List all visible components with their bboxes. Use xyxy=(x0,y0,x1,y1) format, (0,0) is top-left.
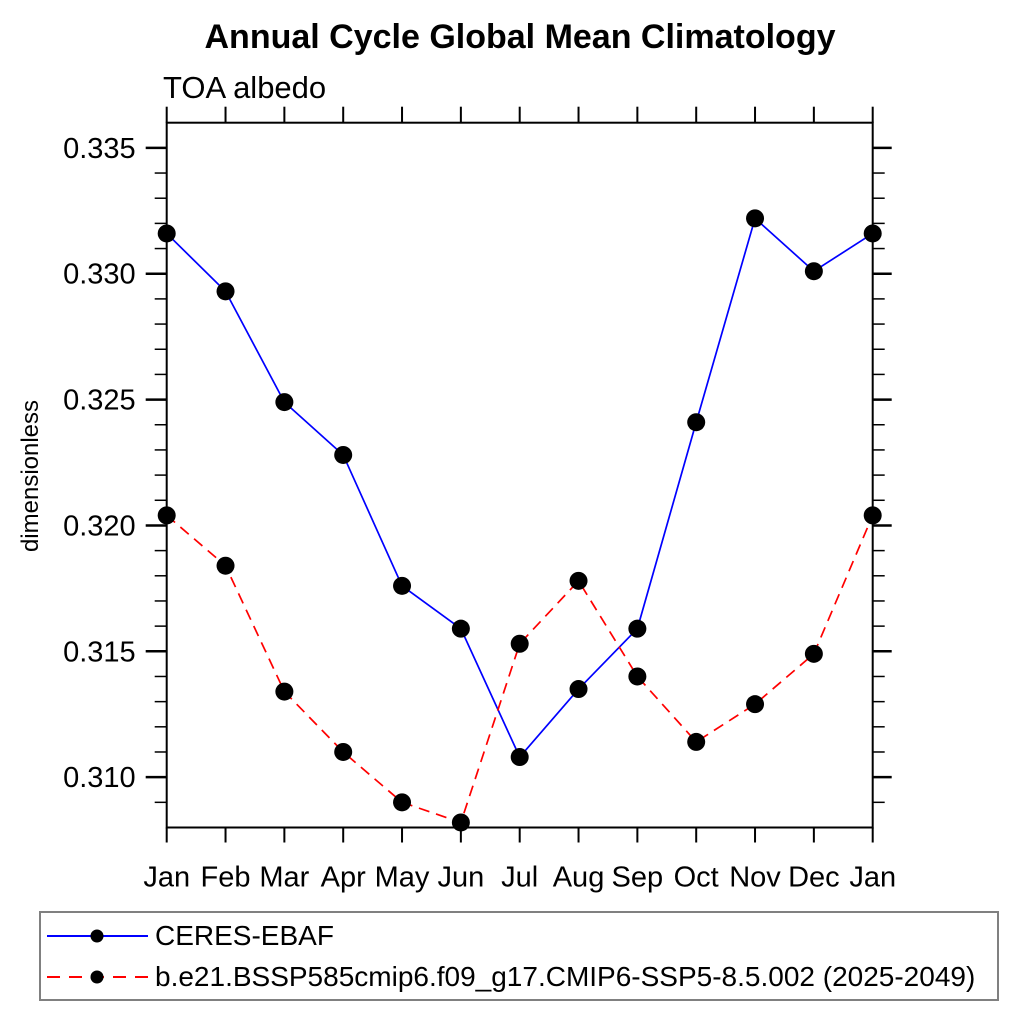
legend-line-sample-dashed xyxy=(47,970,148,983)
x-tick-label: Aug xyxy=(553,862,605,894)
legend-label: CERES-EBAF xyxy=(155,919,334,951)
data-point-marker xyxy=(687,413,706,432)
data-point-marker xyxy=(334,742,353,761)
data-point-marker xyxy=(510,634,529,653)
x-tick-label: Oct xyxy=(674,862,719,894)
data-point-marker xyxy=(628,619,647,638)
x-tick-label: Jan xyxy=(143,862,190,894)
data-point-marker xyxy=(746,695,765,714)
series-line xyxy=(166,216,874,759)
data-point-marker xyxy=(393,793,412,812)
data-point-marker xyxy=(863,224,882,243)
data-point-marker xyxy=(569,680,588,699)
data-point-marker xyxy=(157,506,176,525)
x-tick-label: Nov xyxy=(729,862,781,894)
x-tick-label: Mar xyxy=(259,862,309,894)
x-tick-label: Jan xyxy=(849,862,896,894)
legend-sample-marker xyxy=(90,970,104,983)
data-point-marker xyxy=(628,667,647,686)
legend-item-model-run: b.e21.BSSP585cmip6.f09_g17.CMIP6-SSP5-8.… xyxy=(45,956,997,997)
legend-line-sample-solid xyxy=(47,929,148,942)
data-point-marker xyxy=(275,682,294,701)
data-point-marker xyxy=(216,282,235,301)
y-tick-label: 0.320 xyxy=(63,510,136,542)
data-point-marker xyxy=(157,224,176,243)
data-point-marker xyxy=(451,813,470,832)
chart-subtitle: TOA albedo xyxy=(163,70,327,105)
y-tick-label: 0.330 xyxy=(63,259,136,291)
legend-item-ceres-ebaf: CERES-EBAF xyxy=(45,915,997,956)
data-point-marker xyxy=(334,445,353,464)
data-point-marker xyxy=(510,748,529,767)
data-point-marker xyxy=(393,576,412,595)
data-point-marker xyxy=(804,644,823,663)
y-tick-label: 0.325 xyxy=(63,385,136,417)
data-point-marker xyxy=(804,262,823,281)
chart-title: Annual Cycle Global Mean Climatology xyxy=(204,18,836,56)
y-tick-label: 0.335 xyxy=(63,133,136,165)
data-point-marker xyxy=(216,556,235,575)
legend: CERES-EBAF b.e21.BSSP585cmip6.f09_g17.CM… xyxy=(39,911,999,1001)
series-line xyxy=(166,514,874,824)
data-point-marker xyxy=(275,393,294,412)
x-tick-label: Jun xyxy=(437,862,484,894)
y-tick-label: 0.310 xyxy=(63,762,136,794)
x-tick-label: Apr xyxy=(321,862,366,894)
data-point-marker xyxy=(746,209,765,228)
x-tick-label: Sep xyxy=(612,862,664,894)
data-point-marker xyxy=(863,506,882,525)
x-tick-label: Feb xyxy=(201,862,251,894)
data-point-marker xyxy=(451,619,470,638)
data-point-marker xyxy=(569,571,588,590)
legend-sample-marker xyxy=(90,929,104,942)
x-tick-label: Jul xyxy=(501,862,538,894)
x-tick-label: May xyxy=(375,862,430,894)
x-tick-label: Dec xyxy=(788,862,840,894)
legend-label: b.e21.BSSP585cmip6.f09_g17.CMIP6-SSP5-8.… xyxy=(155,960,976,992)
data-point-marker xyxy=(687,732,706,751)
y-tick-label: 0.315 xyxy=(63,636,136,668)
